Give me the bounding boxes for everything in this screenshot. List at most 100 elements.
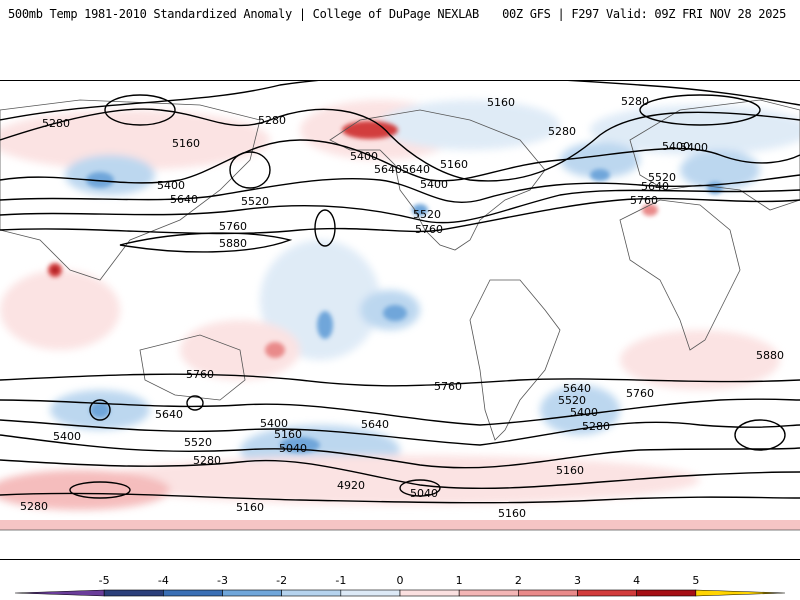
map-title: 500mb Temp 1981-2010 Standardized Anomal… [8, 7, 479, 21]
colorbar-tick-label: 5 [692, 574, 699, 587]
colorbar-swatch [103, 589, 164, 597]
contour-closed-low-south-2 [186, 395, 204, 411]
colorbar-swatch [281, 589, 342, 597]
polar-warm-band [0, 520, 800, 530]
colorbar-tick-label: -2 [276, 574, 287, 587]
contour-label: 5760 [626, 387, 654, 400]
contour-5160-south [0, 492, 800, 504]
contour-label: 5760 [186, 368, 214, 381]
contour-label: 5520 [648, 171, 676, 184]
contour-5640 [0, 189, 800, 224]
contour-label: 5880 [219, 237, 247, 250]
contour-label: 5760 [434, 380, 462, 393]
colorbar-tick-label: 1 [456, 574, 463, 587]
north-america-outline [329, 109, 546, 251]
contour-label: 5880 [756, 349, 784, 362]
contour-label: 5400 [570, 406, 598, 419]
colorbar-tick-label: 4 [633, 574, 640, 587]
colorbar-swatch [222, 589, 282, 597]
contour-label: 5760 [219, 220, 247, 233]
contour-label: 5040 [279, 442, 307, 455]
contour-label: 5640 [563, 382, 591, 395]
colorbar-tick-label: 2 [515, 574, 522, 587]
contour-label: 5160 [172, 137, 200, 150]
colorbar-swatch [163, 589, 223, 597]
contour-label: 4920 [337, 479, 365, 492]
colorbar-swatch [340, 589, 401, 597]
height-contours [0, 80, 800, 504]
contour-label: 5160 [236, 501, 264, 514]
contour-closed-pacific [314, 209, 336, 247]
colorbar-swatch [577, 589, 637, 597]
contour-5880-pacific [119, 232, 293, 253]
contour-closed-low-south-5 [69, 481, 131, 499]
contour-label: 5160 [556, 464, 584, 477]
contour-closed-arctic [639, 94, 761, 126]
contour-label: 5520 [184, 436, 212, 449]
australia-outline [139, 334, 246, 401]
contour-label: 5760 [630, 194, 658, 207]
contour-label: 5280 [193, 454, 221, 467]
contour-label: 5280 [548, 125, 576, 138]
contour-5280-north [0, 80, 800, 121]
contour-label: 5400 [350, 150, 378, 163]
contour-label: 5640 [374, 163, 402, 176]
colorbar-swatch [695, 589, 786, 597]
europe-asia-east-outline [629, 99, 800, 211]
contour-5400 [0, 139, 800, 184]
contour-label: 5400 [680, 141, 708, 154]
contour-5160 [0, 108, 800, 182]
contour-label: 5160 [487, 96, 515, 109]
contour-label: 5520 [241, 195, 269, 208]
contour-label: 5280 [42, 117, 70, 130]
contour-label: 5160 [440, 158, 468, 171]
coastlines [0, 99, 800, 531]
contour-closed-low-asia [229, 151, 271, 189]
africa-outline [619, 199, 741, 351]
anomaly-map: 5280 5160 5280 5280 5280 5280 5160 5400 … [0, 80, 800, 560]
colorbar-tick-label: 3 [574, 574, 581, 587]
colorbar-swatch [636, 589, 697, 597]
anomaly-shading [0, 100, 800, 510]
colorbar-tick-label: -4 [158, 574, 169, 587]
contour-5760-south [0, 373, 800, 387]
colorbar-swatch [458, 589, 519, 597]
contour-label: 5760 [415, 223, 443, 236]
contour-5520 [0, 174, 800, 204]
contour-label: 5160 [498, 507, 526, 520]
contour-label: 5640 [361, 418, 389, 431]
contour-label: 5160 [274, 428, 302, 441]
model-run-info: 00Z GFS | F297 Valid: 09Z FRI NOV 28 202… [502, 7, 786, 21]
contour-label: 5280 [621, 95, 649, 108]
south-america-outline [469, 279, 561, 441]
contour-5400-south [0, 434, 800, 469]
contour-label: 5640 [641, 180, 669, 193]
contour-label: 5400 [53, 430, 81, 443]
contour-5280-south [0, 459, 800, 490]
colorbar-swatch [399, 589, 460, 597]
contour-label: 5280 [258, 114, 286, 127]
colorbar-tick-label: -5 [99, 574, 110, 587]
colorbar-tick-label: 0 [397, 574, 404, 587]
contour-label: 5520 [413, 208, 441, 221]
contour-label-group: 5280 5160 5280 5280 5280 5280 5160 5400 … [20, 95, 784, 520]
contour-5520-south [0, 419, 800, 446]
contour-label: 5640 [170, 193, 198, 206]
contour-5760 [0, 197, 800, 235]
contour-label: 5640 [155, 408, 183, 421]
contour-label: 5520 [558, 394, 586, 407]
contour-label: 5400 [420, 178, 448, 191]
colorbar-swatch [518, 589, 578, 597]
colorbar-swatch [14, 589, 105, 597]
contour-label: 5400 [157, 179, 185, 192]
contour-label: 5400 [662, 140, 690, 153]
colorbar-swatches [14, 589, 786, 597]
colorbar-tick-label: -1 [335, 574, 346, 587]
contour-5640-south [0, 398, 800, 426]
contour-closed-low-south-1 [89, 399, 111, 421]
header: 500mb Temp 1981-2010 Standardized Anomal… [0, 0, 800, 30]
colorbar-labels: -5 -4 -3 -2 -1 0 1 2 3 4 5 [99, 574, 700, 587]
contour-closed-siberia [104, 94, 176, 126]
contour-label: 5640 [402, 163, 430, 176]
contour-closed-low-south-3 [399, 479, 441, 497]
